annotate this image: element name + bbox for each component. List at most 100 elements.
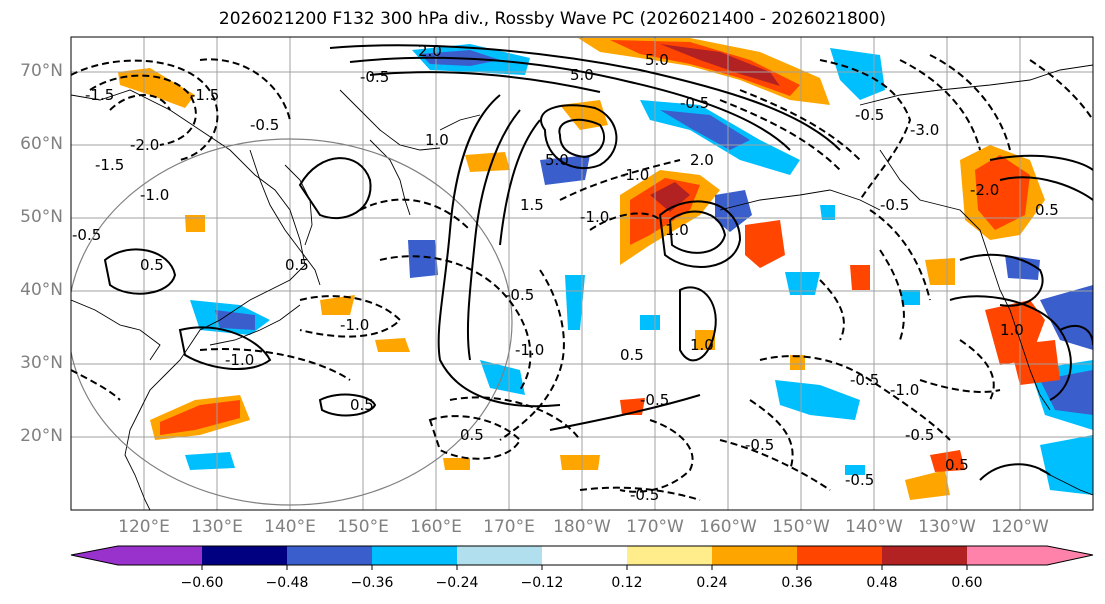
colorbar-segment (882, 546, 967, 565)
contour-label: 1.0 (665, 221, 689, 239)
contour-label: -1.5 (85, 86, 114, 104)
contour-label: -3.0 (910, 121, 939, 139)
negative-div-blob (775, 380, 860, 420)
positive-div-blob (185, 215, 205, 232)
positive-div-core (610, 40, 800, 96)
contour-label: -1.5 (95, 156, 124, 174)
negative-contours (71, 54, 1093, 501)
contour-label: -0.5 (855, 106, 884, 124)
contour-label: -0.5 (905, 426, 934, 444)
longitude-label: 150°W (772, 517, 830, 537)
positive-div-blob (375, 338, 410, 352)
map-title: 2026021200 F132 300 hPa div., Rossby Wav… (218, 9, 887, 29)
colorbar-segment (372, 546, 457, 565)
contour-label: 0.5 (285, 256, 309, 274)
colorbar-tick-label: 0.48 (866, 575, 898, 591)
colorbar-segment (967, 546, 1093, 565)
longitude-label: 170°W (626, 517, 684, 537)
latitude-label: 60°N (20, 134, 63, 154)
positive-div-blob (925, 258, 955, 285)
colorbar-segment (202, 546, 287, 565)
negative-div-blob (845, 465, 865, 475)
negative-div-blob (640, 315, 660, 330)
contour-label: -0.5 (250, 116, 279, 134)
contour-label: 0.5 (945, 456, 969, 474)
longitude-label: 160°W (699, 517, 757, 537)
longitude-label: 120°W (991, 517, 1049, 537)
positive-div-blob (578, 38, 830, 105)
colorbar-tick-label: −0.36 (350, 575, 394, 591)
colorbar-segment (287, 546, 372, 565)
contour-label: 0.5 (350, 396, 374, 414)
colorbar-tick-label: 0.12 (611, 575, 643, 591)
contour-label: -1.5 (190, 86, 219, 104)
colorbar-segment (542, 546, 627, 565)
colorbar-tick-label: −0.60 (180, 575, 224, 591)
colorbar-outline (70, 545, 1094, 566)
colorbar-tick-label: 0.24 (696, 575, 728, 591)
latitude-label: 70°N (20, 61, 63, 81)
latitude-label: 40°N (20, 280, 63, 300)
colorbar (70, 545, 1094, 570)
negative-div-blob (820, 205, 835, 220)
positive-div-blob (905, 470, 950, 500)
colorbar-segment (71, 546, 202, 565)
contour-label: 1.0 (1000, 321, 1024, 339)
contour-label: -0.5 (640, 391, 669, 409)
positive-div-blob (1010, 340, 1060, 385)
positive-div-blob (745, 220, 785, 268)
contour-label: 1.5 (520, 196, 544, 214)
positive-div-blob (443, 458, 470, 470)
longitude-label: 150°E (337, 517, 389, 537)
contour-label: 0.5 (460, 426, 484, 444)
negative-div-core (1040, 370, 1093, 415)
latitude-label: 30°N (20, 353, 63, 373)
longitude-label: 140°E (264, 517, 316, 537)
positive-div-blob (560, 455, 600, 470)
colorbar-tick-label: −0.12 (520, 575, 564, 591)
contour-labels: 2.0 5.0 5.0 5.0 -1.5 -0.5 -1.5 -2.0 -0.5… (72, 42, 1059, 504)
contour-label: -0.5 (680, 94, 709, 112)
contour-label: 1.0 (425, 131, 449, 149)
negative-div-blob (1040, 285, 1093, 350)
longitude-label: 160°E (410, 517, 462, 537)
negative-div-blob (830, 48, 885, 100)
map-frame (70, 36, 1094, 511)
colorbar-segment (712, 546, 797, 565)
positive-contours (103, 44, 1093, 481)
latitude-label: 20°N (20, 426, 63, 446)
positive-div-max (650, 182, 690, 212)
contour-label: -0.5 (880, 196, 909, 214)
coastlines (71, 64, 1093, 510)
negative-div-blob (185, 452, 235, 470)
colorbar-tick-label: 0.36 (781, 575, 813, 591)
contour-label: -0.5 (850, 371, 879, 389)
contour-label: 0.5 (1035, 201, 1059, 219)
positive-div-blob (465, 152, 510, 172)
colorbar-segment (627, 546, 712, 565)
longitude-label: 120°E (118, 517, 170, 537)
contour-label: 2.0 (690, 151, 714, 169)
positive-div-core (975, 155, 1030, 230)
contour-label: -0.5 (72, 226, 101, 244)
longitude-label: 130°W (918, 517, 976, 537)
contour-label: -0.5 (630, 486, 659, 504)
negative-div-blob (715, 190, 752, 232)
colorbar-segment (797, 546, 882, 565)
contour-label: -1.0 (620, 166, 649, 184)
positive-div-blob (118, 68, 195, 108)
negative-div-blob (785, 272, 820, 295)
colorbar-tick-label: −0.24 (435, 575, 479, 591)
contour-label: -0.5 (745, 436, 774, 454)
contour-label: -0.5 (505, 286, 534, 304)
contour-label: 0.5 (140, 256, 164, 274)
colorbar-tick-label: −0.48 (265, 575, 309, 591)
contour-label: -0.5 (360, 68, 389, 86)
contour-label: 5.0 (570, 66, 594, 84)
contour-label: -1.0 (140, 186, 169, 204)
colorbar-segment (457, 546, 542, 565)
contour-label: -1.0 (515, 341, 544, 359)
positive-div-core (160, 400, 240, 435)
negative-div-blob (540, 155, 590, 185)
